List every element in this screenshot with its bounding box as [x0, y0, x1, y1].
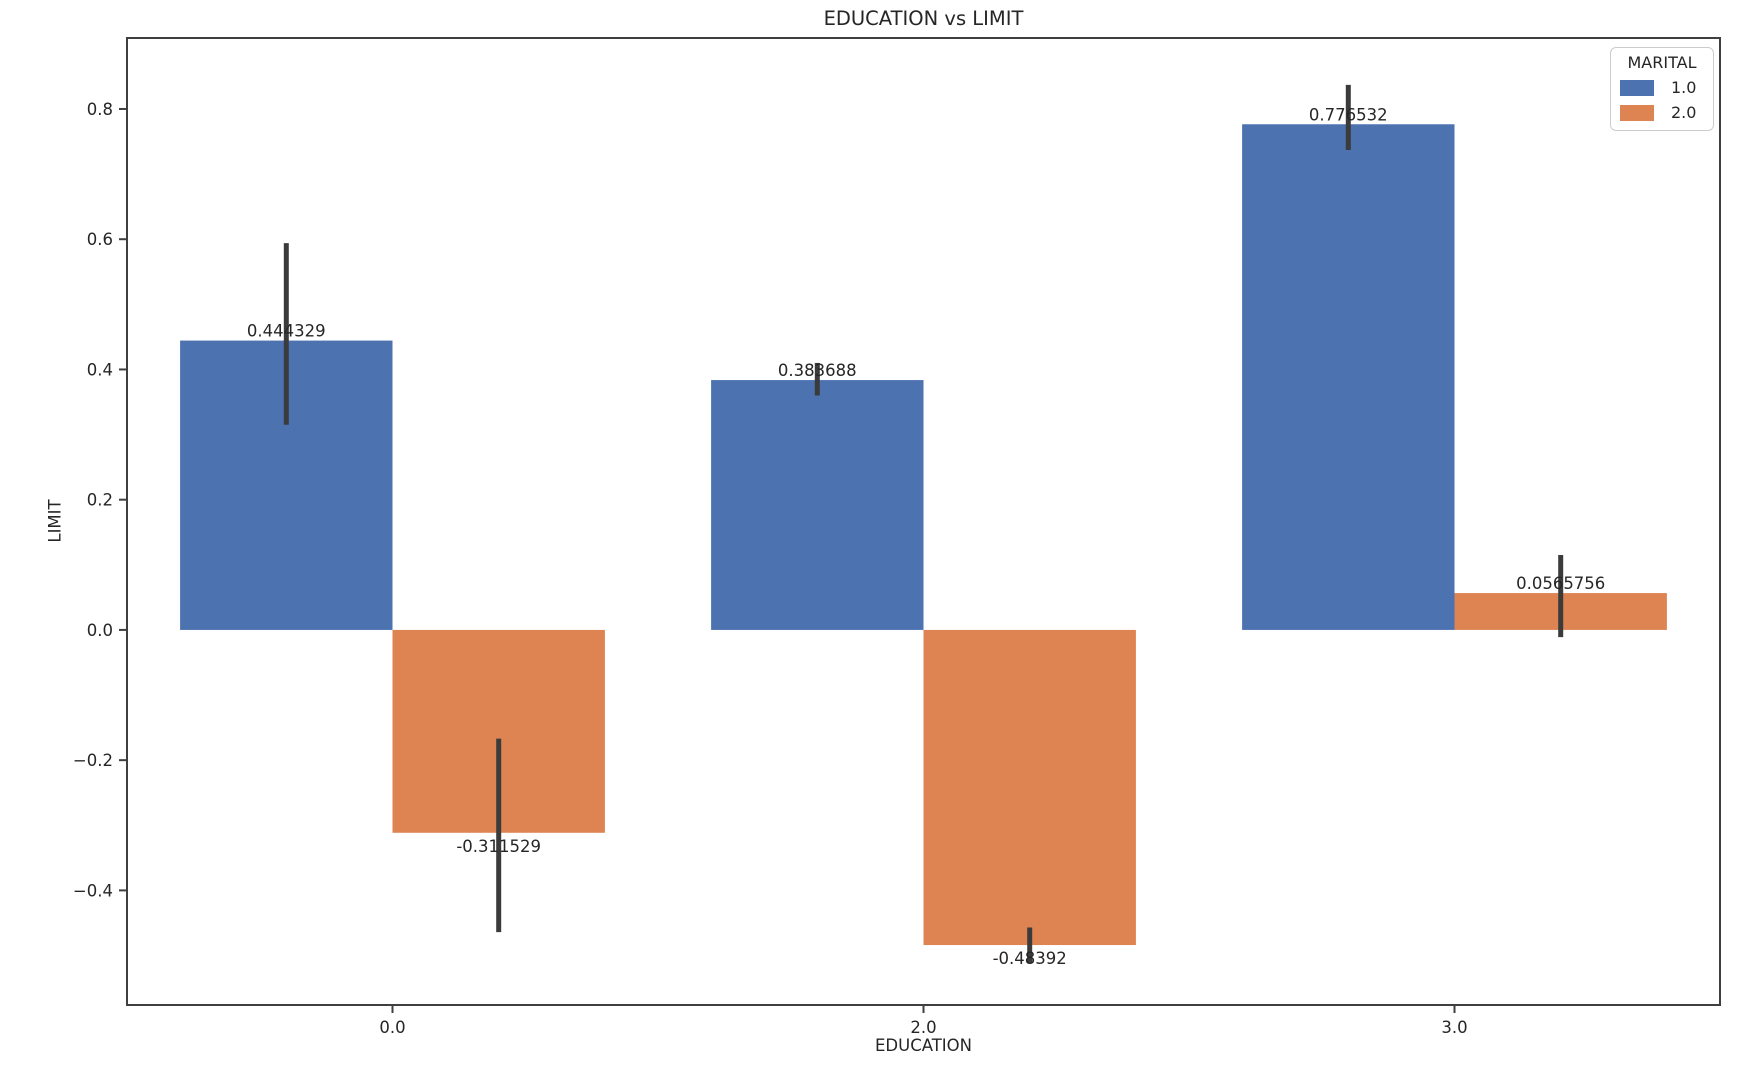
legend-entry-label: 2.0	[1671, 103, 1697, 122]
y-tick-label: 0.8	[87, 100, 113, 119]
legend-swatch-icon	[1620, 104, 1654, 121]
bar-value-label: -0.48392	[993, 949, 1067, 968]
y-tick-label: −0.4	[73, 881, 113, 900]
legend-entry-label: 1.0	[1671, 78, 1697, 97]
bar	[923, 629, 1136, 946]
legend-entry: 1.0	[1620, 78, 1704, 97]
legend: MARITAL 1.0 2.0	[1610, 47, 1714, 131]
x-tick-label: 3.0	[1441, 1018, 1467, 1037]
x-tick-label: 2.0	[910, 1018, 936, 1037]
y-tick-label: 0.6	[87, 230, 113, 249]
y-tick-label: −0.2	[73, 751, 113, 770]
x-tick-label: 0.0	[379, 1018, 405, 1037]
bar-value-label: 0.776532	[1309, 105, 1388, 124]
y-axis-label: LIMIT	[45, 499, 65, 543]
legend-title: MARITAL	[1627, 53, 1697, 72]
legend-swatch-icon	[1620, 79, 1654, 96]
bar-value-label: 0.383688	[778, 361, 857, 380]
legend-entry: 2.0	[1620, 103, 1704, 122]
y-tick-label: 0.2	[87, 491, 113, 510]
bar-value-label: -0.311529	[456, 837, 541, 856]
y-tick-label: 0.0	[87, 621, 113, 640]
bar-value-label: 0.444329	[247, 322, 326, 341]
chart-title: EDUCATION vs LIMIT	[823, 7, 1024, 30]
bar	[711, 380, 924, 630]
legend-entries: 1.0 2.0	[1620, 78, 1704, 122]
x-axis-label: EDUCATION	[874, 1036, 972, 1055]
y-tick-label: 0.4	[87, 360, 113, 379]
bar-value-label: 0.0565756	[1516, 574, 1605, 593]
bar	[1242, 124, 1455, 630]
